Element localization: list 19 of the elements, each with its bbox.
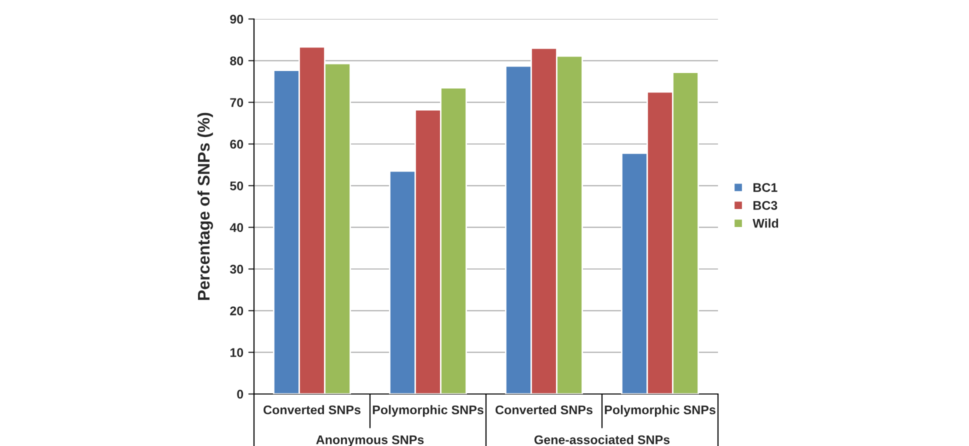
- x-tick-label: Converted SNPs: [496, 405, 592, 414]
- y-tick-label: 90: [230, 14, 244, 24]
- x-tick-label: Converted SNPs: [264, 405, 360, 414]
- y-axis-title: Percentage of SNPs (%): [197, 112, 214, 300]
- y-tick-label: 0: [237, 390, 244, 399]
- text: Gene-associated SNPs: [534, 435, 670, 444]
- legend-label: BC3: [753, 201, 778, 210]
- y-tick-label: 50: [230, 181, 244, 190]
- x-tick-label: Polymorphic SNPs: [372, 405, 484, 417]
- legend-label: Wild: [752, 218, 778, 228]
- x-tick-label: Polymorphic SNPs: [604, 405, 716, 417]
- y-tick-label: 30: [230, 264, 244, 274]
- y-tick-label: 60: [230, 140, 244, 149]
- y-tick-label: 40: [230, 223, 244, 232]
- y-tick-label: 80: [230, 56, 244, 66]
- y-tick-label: 70: [230, 98, 244, 107]
- legend-label: BC1: [753, 183, 778, 192]
- y-tick-label: 10: [230, 348, 244, 357]
- y-tick-label: 20: [230, 306, 244, 316]
